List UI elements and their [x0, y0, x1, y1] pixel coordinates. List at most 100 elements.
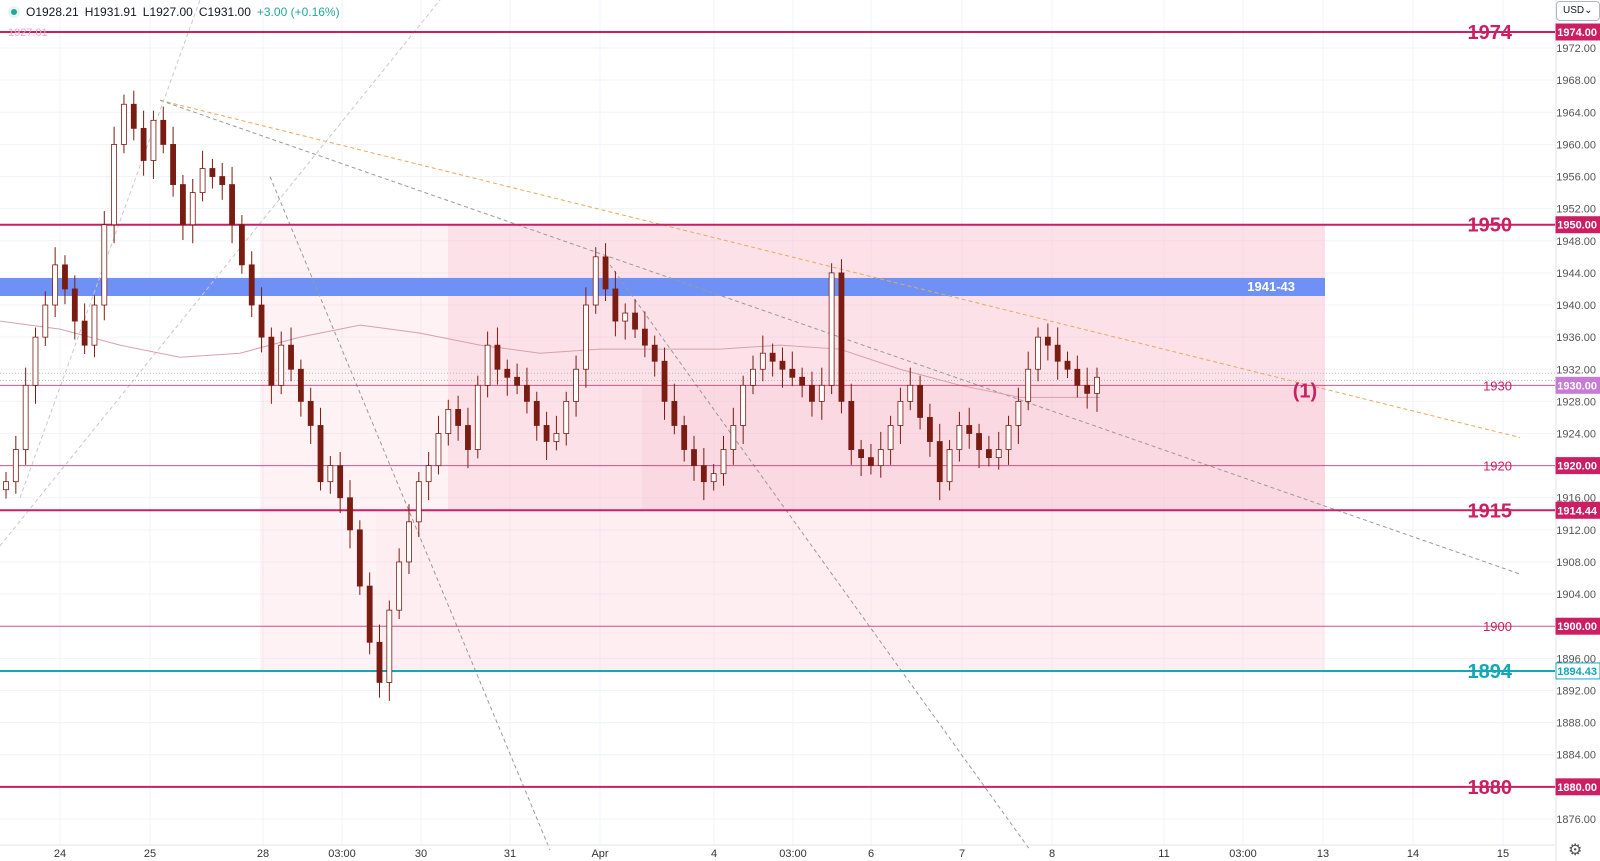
price-tag-label: 1930.00 [1557, 380, 1597, 392]
candle-body [858, 449, 865, 458]
candle-body [111, 144, 118, 226]
candle-body [474, 384, 481, 450]
candle-body [524, 384, 530, 402]
candle-body [91, 304, 98, 346]
x-tick-label: 13 [1317, 848, 1329, 860]
price-tag-label: 1974.00 [1557, 27, 1597, 39]
trend-line[interactable] [19, 0, 201, 498]
candle-body [32, 336, 39, 386]
candle-body [288, 344, 294, 370]
gear-icon[interactable]: ⚙ [1568, 842, 1583, 859]
candle-body [317, 425, 324, 483]
resistance-zone[interactable] [0, 277, 1325, 296]
price-tag-label: 1894.43 [1557, 666, 1597, 678]
candle-body [484, 344, 491, 386]
candle-body [700, 465, 707, 483]
candle-body [877, 449, 884, 467]
x-tick-label: 15 [1497, 848, 1509, 860]
x-tick-label: 24 [54, 848, 66, 860]
candle-body [612, 288, 619, 322]
currency-button[interactable]: USD⌄ [1556, 1, 1600, 21]
candle-body [946, 449, 953, 483]
currency-label: USD [1563, 5, 1585, 16]
high-value: H1931.91 [84, 5, 137, 19]
price-tag-label: 1900.00 [1557, 621, 1597, 633]
candle-body [386, 609, 393, 683]
level-label-1920: 1920 [1483, 459, 1512, 474]
candle-body [514, 376, 520, 386]
trend-line[interactable] [0, 0, 441, 547]
candle-body [347, 497, 353, 531]
candle-body [406, 521, 412, 563]
candle-body [1074, 368, 1081, 386]
level-label-1900: 1900 [1483, 619, 1512, 634]
candle-body [229, 184, 235, 226]
candle-body [376, 641, 383, 683]
candle-body [602, 256, 609, 290]
range-box [642, 385, 1325, 511]
y-tick-label: 1936.00 [1556, 332, 1596, 344]
candle-body [995, 449, 1002, 458]
candle-body [160, 119, 167, 145]
y-tick-label: 1912.00 [1556, 525, 1596, 537]
open-value: O1928.21 [26, 5, 79, 19]
candle-body [180, 184, 186, 226]
x-tick-label: 31 [504, 848, 516, 860]
y-tick-label: 1888.00 [1556, 718, 1596, 730]
candle-body [563, 400, 570, 434]
candle-body [396, 561, 403, 611]
range-box [376, 510, 1325, 671]
trend-line[interactable] [269, 176, 551, 851]
level-label-1930: 1930 [1483, 378, 1512, 393]
ohlc-readout: O1928.21 H1931.91 L1927.00 C1931.00 +3.0… [8, 3, 340, 21]
candle-body [238, 224, 245, 266]
price-tag [1555, 216, 1600, 234]
x-tick-label: 30 [415, 848, 427, 860]
y-tick-label: 1904.00 [1556, 589, 1596, 601]
faded-price-label: 1927.01 [8, 27, 48, 39]
candle-body [199, 168, 206, 193]
candle-body [956, 425, 963, 450]
y-tick-label: 1916.00 [1556, 493, 1596, 505]
wave-count-label: (1) [1293, 380, 1317, 402]
candle-body [1094, 376, 1100, 394]
y-tick-label: 1940.00 [1556, 300, 1596, 312]
price-tag [1555, 376, 1600, 394]
moving-average-line [0, 320, 1100, 398]
price-tag [1555, 778, 1600, 796]
trend-line[interactable] [609, 264, 1031, 851]
candle-body [278, 344, 285, 386]
candle-body [622, 312, 629, 322]
candle-body [779, 360, 786, 370]
candle-body [356, 529, 363, 587]
y-tick-label: 1944.00 [1556, 268, 1596, 280]
candle-body [769, 352, 776, 362]
candle-body [81, 320, 88, 346]
x-tick-label: 03:00 [1229, 848, 1257, 860]
candle-body [71, 288, 78, 322]
candle-body [12, 449, 19, 483]
y-tick-label: 1932.00 [1556, 364, 1596, 376]
y-tick-label: 1928.00 [1556, 396, 1596, 408]
candle-body [1064, 360, 1071, 370]
candle-body [140, 127, 147, 161]
candle-body [887, 425, 894, 450]
candle-body [366, 585, 373, 643]
candle-body [897, 400, 904, 426]
x-tick-label: 03:00 [328, 848, 356, 860]
candle-body [1015, 400, 1022, 426]
y-tick-label: 1960.00 [1556, 139, 1596, 151]
candle-body [671, 400, 678, 426]
candle-body [101, 224, 108, 306]
candle-body [750, 368, 756, 386]
trend-line[interactable] [159, 99, 1521, 575]
candle-body [42, 304, 49, 338]
candle-body [268, 336, 275, 386]
price-tag-label: 1880.00 [1557, 782, 1597, 794]
candle-body [976, 433, 982, 450]
candle-body [740, 384, 747, 426]
candle-body [809, 384, 815, 402]
trend-line[interactable] [159, 99, 1521, 439]
candle-body [799, 376, 806, 386]
